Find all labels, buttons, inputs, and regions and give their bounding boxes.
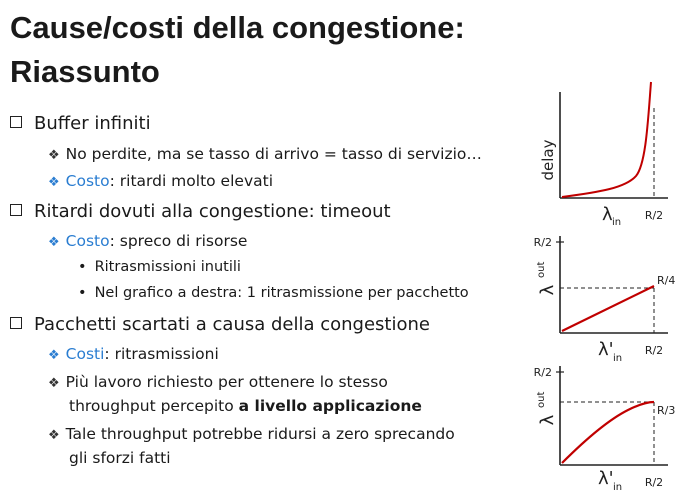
sub-bullet-text: : ritrasmissioni [104, 345, 219, 363]
sub-bullet-costo-spreco: ❖ Costo: spreco di risorse [48, 232, 247, 250]
diamond-bullet-icon: ❖ [48, 348, 60, 363]
sub-bullet-label: Costo [65, 172, 110, 190]
loss-xlabel: λ' [598, 468, 614, 489]
list-item-text: Ritrasmissioni inutili [94, 259, 241, 275]
sub-bullet-text: Più lavoro richiesto per ottenere lo ste… [65, 373, 388, 391]
loss-xtick-r2: R/2 [645, 476, 663, 489]
sub-bullet-label: Costo [65, 232, 110, 250]
square-bullet-icon [10, 317, 22, 329]
timeout-xtick-r2: R/2 [645, 344, 663, 357]
bullet-ritardi-timeout: Ritardi dovuti alla congestione: timeout [10, 201, 391, 222]
bullet-buffer-infiniti: Buffer infiniti [10, 113, 151, 134]
slide-title-line1: Cause/costi della congestione: [10, 10, 465, 45]
timeout-ytick-level: R/4 [657, 274, 675, 287]
sub-bullet-text: : spreco di risorse [109, 232, 248, 250]
sub-bullet-costi-ritrasmissioni: ❖ Costi: ritrasmissioni [48, 345, 219, 363]
delay-curve [561, 81, 652, 198]
sub-bullet-no-perdite: ❖ No perdite, ma se tasso di arrivo = tas… [48, 145, 482, 163]
dot-bullet-icon: • [78, 259, 87, 275]
diamond-bullet-icon: ❖ [48, 148, 60, 163]
delay-xlabel-sub: in [612, 217, 621, 228]
sub-bullet-piu-lavoro: ❖ Più lavoro richiesto per ottenere lo st… [48, 373, 388, 391]
loss-ytick-top: R/2 [534, 366, 552, 379]
square-bullet-icon [10, 204, 22, 216]
diamond-bullet-icon: ❖ [48, 428, 60, 443]
timeout-curve [561, 285, 655, 332]
bullet-text: Ritardi dovuti alla congestione: timeout [34, 201, 391, 222]
timeout-xlabel-sub: in [613, 353, 622, 364]
loss-curve [561, 400, 655, 464]
sub-bullet-bold-text: a livello applicazione [238, 397, 422, 415]
loss-ylabel: λ [537, 414, 558, 425]
diamond-bullet-icon: ❖ [48, 175, 60, 190]
loss-ylabel-sub: out [536, 392, 547, 408]
timeout-ytick-top: R/2 [534, 236, 552, 249]
slide-title-line2: Riassunto [10, 54, 160, 89]
sub-bullet-label: Costi [65, 345, 105, 363]
square-bullet-icon [10, 116, 22, 128]
list-item-ritrasmissioni-inutili: • Ritrasmissioni inutili [78, 259, 241, 275]
loss-xlabel-sub: in [613, 482, 622, 493]
delay-chart: delay λ in R/2 [539, 81, 668, 228]
delay-xlabel: λ [602, 204, 613, 225]
diamond-bullet-icon: ❖ [48, 235, 60, 250]
timeout-chart: R/2 R/4 λ out λ' in R/2 [534, 236, 675, 364]
sub-bullet-text: : ritardi molto elevati [109, 172, 273, 190]
list-item-grafico-destra: • Nel grafico a destra: 1 ritrasmissione … [78, 285, 469, 301]
timeout-ylabel: λ [537, 284, 558, 295]
sub-bullet-text: gli sforzi fatti [69, 449, 171, 467]
timeout-xlabel: λ' [598, 339, 614, 360]
sub-bullet-text: throughput percepito [69, 397, 239, 415]
delay-ylabel: delay [539, 139, 557, 180]
timeout-ylabel-sub: out [536, 262, 547, 278]
list-item-text: Nel grafico a destra: 1 ritrasmissione p… [94, 285, 469, 301]
sub-bullet-throughput-zero-cont: gli sforzi fatti [69, 449, 171, 467]
diamond-bullet-icon: ❖ [48, 376, 60, 391]
sub-bullet-text: No perdite, ma se tasso di arrivo = tass… [65, 145, 482, 163]
sub-bullet-throughput-zero: ❖ Tale throughput potrebbe ridursi a zero… [48, 425, 455, 443]
sub-bullet-text: Tale throughput potrebbe ridursi a zero … [65, 425, 455, 443]
loss-chart: R/2 R/3 λ out λ' in R/2 [534, 366, 675, 493]
sub-bullet-piu-lavoro-cont: throughput percepito a livello applicazi… [69, 397, 422, 415]
bullet-pacchetti-scartati: Pacchetti scartati a causa della congest… [10, 314, 430, 335]
sub-bullet-costo-ritardi: ❖ Costo: ritardi molto elevati [48, 172, 273, 190]
loss-ytick-level: R/3 [657, 404, 675, 417]
slide-title: Cause/costi della congestione: Riassunto [10, 6, 530, 94]
dot-bullet-icon: • [78, 285, 87, 301]
bullet-text: Buffer infiniti [34, 113, 151, 134]
bullet-text: Pacchetti scartati a causa della congest… [34, 314, 430, 335]
delay-xtick-r2: R/2 [645, 209, 663, 222]
